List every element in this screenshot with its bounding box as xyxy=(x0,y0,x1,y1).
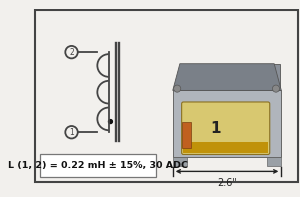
Polygon shape xyxy=(173,64,281,90)
Circle shape xyxy=(174,85,181,92)
FancyBboxPatch shape xyxy=(35,10,298,182)
FancyBboxPatch shape xyxy=(173,90,281,157)
Circle shape xyxy=(109,120,112,124)
FancyBboxPatch shape xyxy=(182,122,190,148)
Text: 2.6": 2.6" xyxy=(217,178,237,188)
FancyBboxPatch shape xyxy=(180,64,280,108)
FancyBboxPatch shape xyxy=(267,154,281,166)
FancyBboxPatch shape xyxy=(173,154,187,166)
Text: 1: 1 xyxy=(210,121,221,136)
Circle shape xyxy=(272,85,280,92)
Text: L (1, 2) = 0.22 mH ± 15%, 30 ADC: L (1, 2) = 0.22 mH ± 15%, 30 ADC xyxy=(8,161,188,170)
Text: 1: 1 xyxy=(69,128,74,137)
FancyBboxPatch shape xyxy=(183,142,268,153)
FancyBboxPatch shape xyxy=(40,154,156,177)
Text: 2: 2 xyxy=(69,48,74,57)
FancyBboxPatch shape xyxy=(182,102,270,154)
